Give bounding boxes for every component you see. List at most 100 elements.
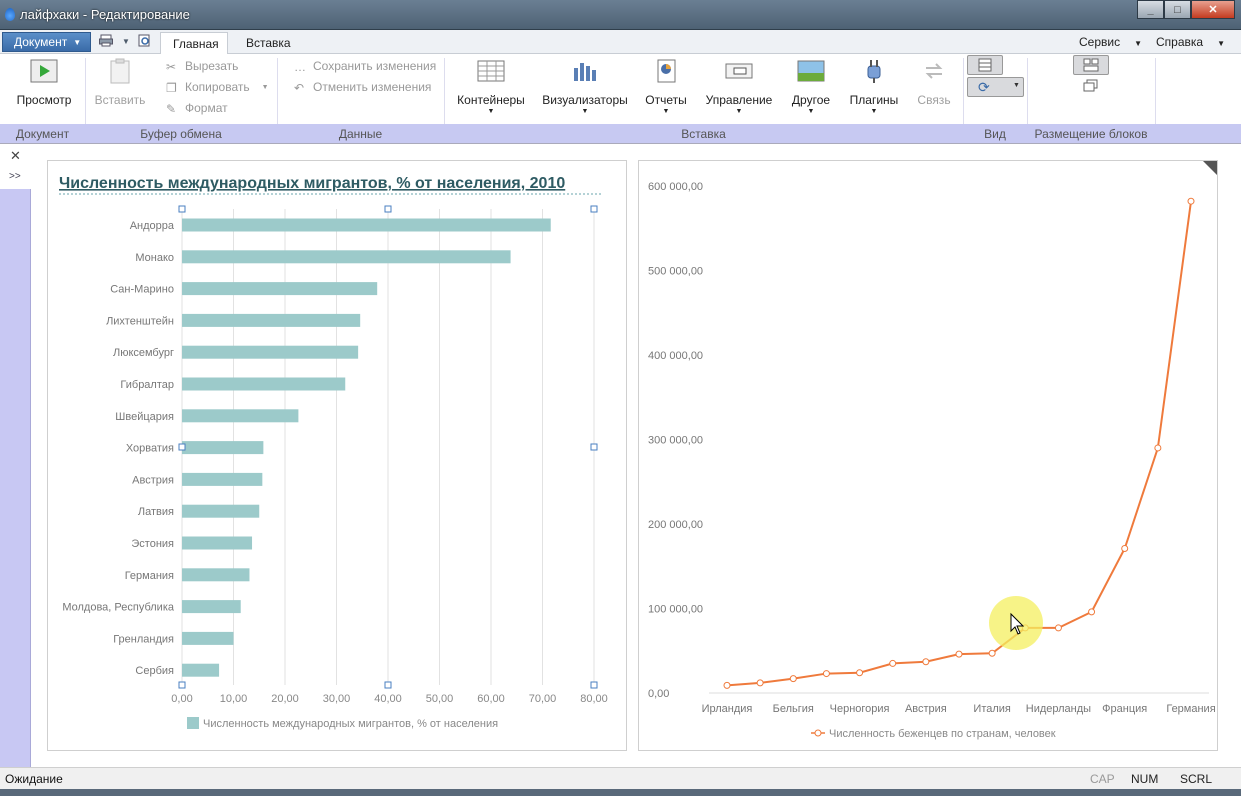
y-tick-label: 200 000,00 <box>648 519 703 531</box>
status-text: Ожидание <box>5 772 63 786</box>
line-chart-panel[interactable]: 0,00 100 000,00 200 000,00 300 000,00 400 00… <box>638 160 1218 751</box>
bar <box>182 600 241 614</box>
management-button[interactable]: Управление ▼ <box>703 58 775 115</box>
paste-button[interactable]: Вставить <box>92 58 148 107</box>
format-brush-icon: ✎ <box>166 102 177 116</box>
chevron-down-icon: ▼ <box>735 108 743 115</box>
y-tick-label: 500 000,00 <box>648 266 703 278</box>
link-arrows-icon <box>925 63 943 79</box>
chevron-down-icon: ▼ <box>1013 82 1020 89</box>
group-view-label: Вид <box>984 127 1006 141</box>
undo-changes-button[interactable]: ↶ Отменить изменения <box>294 80 431 95</box>
print-icon[interactable] <box>99 34 113 50</box>
selection-handle[interactable] <box>384 205 392 213</box>
ribbon-separator <box>963 58 964 124</box>
refresh-icon: ⟳ <box>978 79 990 95</box>
bar-legend-label: Численность международных мигрантов, % о… <box>203 718 498 730</box>
bar <box>182 250 511 264</box>
y-tick-label: 300 000,00 <box>648 435 703 447</box>
format-button[interactable]: ✎ Формат <box>166 101 228 116</box>
selection-handle[interactable] <box>590 681 598 689</box>
selection-handle[interactable] <box>178 443 186 451</box>
x-tick-label: 40,00 <box>374 693 402 705</box>
scroll-indicator: SCRL <box>1180 772 1213 786</box>
ribbon-group-labels: Документ Буфер обмена Данные Вставка Вид… <box>0 124 1241 144</box>
y-tick-label: 100 000,00 <box>648 604 703 616</box>
category-label: Сербия <box>135 665 174 677</box>
selection-handle[interactable] <box>178 205 186 213</box>
x-tick-label: 50,00 <box>426 693 454 705</box>
data-point <box>856 669 864 677</box>
x-tick-label: 10,00 <box>220 693 248 705</box>
legend-marker <box>814 729 822 737</box>
containers-label: Контейнеры <box>457 93 525 107</box>
grid-icon <box>477 60 505 82</box>
view-layout-button[interactable] <box>967 55 1003 75</box>
plugins-button[interactable]: Плагины ▼ <box>847 58 901 115</box>
document-menu-label: Документ <box>14 35 68 49</box>
maximize-button[interactable]: □ <box>1164 0 1191 19</box>
other-label: Другое <box>791 93 831 107</box>
document-menu-button[interactable]: Документ ▼ <box>2 32 91 52</box>
tab-home[interactable]: Главная <box>160 32 228 54</box>
expand-panel-icon[interactable]: >> <box>9 171 21 182</box>
block-layout-button[interactable] <box>1073 55 1109 75</box>
bar-chart-panel[interactable]: Численность международных мигрантов, % о… <box>47 160 627 751</box>
category-label: Люксембург <box>113 347 174 359</box>
copy-button[interactable]: ❐ Копировать ▼ <box>166 80 269 95</box>
selection-handle[interactable] <box>384 681 392 689</box>
save-changes-button[interactable]: … Сохранить изменения <box>294 59 437 74</box>
category-label: Лихтенштейн <box>106 315 174 327</box>
reports-button[interactable]: Отчеты ▼ <box>642 58 690 115</box>
window-titlebar: лайфхаки - Редактирование _ □ ✕ <box>0 0 1241 30</box>
ribbon-separator <box>444 58 445 124</box>
preview-button[interactable]: Просмотр <box>12 58 76 107</box>
bar-chart-icon <box>574 63 596 81</box>
containers-button[interactable]: Контейнеры ▼ <box>456 58 526 115</box>
selection-handle[interactable] <box>590 205 598 213</box>
category-label: Эстония <box>131 538 174 550</box>
report-icon <box>657 59 676 83</box>
data-point <box>1088 608 1096 616</box>
bar <box>182 568 250 582</box>
view-refresh-button[interactable]: ⟳ ▼ <box>967 77 1024 97</box>
link-button[interactable]: Связь <box>914 58 954 107</box>
minimize-button[interactable]: _ <box>1137 0 1164 19</box>
x-tick-label: 60,00 <box>477 693 505 705</box>
print-dropdown-icon[interactable]: ▼ <box>122 37 130 46</box>
cut-button[interactable]: ✂ Вырезать <box>166 59 238 74</box>
close-button[interactable]: ✕ <box>1191 0 1235 19</box>
paste-label: Вставить <box>94 93 146 107</box>
data-point <box>822 670 830 678</box>
help-menu[interactable]: Справка ▼ <box>1156 35 1225 49</box>
category-label: Андорра <box>130 220 175 232</box>
line-legend-label: Численность беженцев по странам, человек <box>829 728 1056 740</box>
plugins-label: Плагины <box>849 93 899 107</box>
data-point <box>922 658 930 666</box>
x-tick-label: Ирландия <box>702 703 753 715</box>
blocks-icon <box>1083 58 1099 72</box>
visualizers-button[interactable]: Визуализаторы ▼ <box>541 58 629 115</box>
selection-handle[interactable] <box>178 681 186 689</box>
category-label: Молдова, Республика <box>62 602 175 614</box>
selection-handle[interactable] <box>590 443 598 451</box>
corner-marker-icon <box>1203 161 1217 175</box>
close-panel-icon[interactable]: ✕ <box>10 148 21 163</box>
service-menu[interactable]: Сервис ▼ <box>1079 35 1142 49</box>
category-label: Хорватия <box>126 443 174 455</box>
print-preview-icon[interactable] <box>138 34 151 50</box>
tab-insert[interactable]: Вставка <box>246 36 291 50</box>
bar-chart: Численность международных мигрантов, % о… <box>59 175 608 730</box>
windows-icon[interactable] <box>1083 79 1099 96</box>
data-point <box>1154 444 1162 452</box>
x-tick-label: Черногория <box>830 703 890 715</box>
x-tick-label: Австрия <box>905 703 947 715</box>
dialog-icon <box>725 63 753 79</box>
service-menu-label: Сервис <box>1079 35 1121 49</box>
data-point <box>1187 197 1195 205</box>
bar-chart-title: Численность международных мигрантов, % о… <box>59 175 565 192</box>
other-button[interactable]: Другое ▼ <box>786 58 836 115</box>
category-label: Сан-Марино <box>110 284 174 296</box>
management-label: Управление <box>705 93 773 107</box>
save-changes-label: Сохранить изменения <box>313 59 437 73</box>
